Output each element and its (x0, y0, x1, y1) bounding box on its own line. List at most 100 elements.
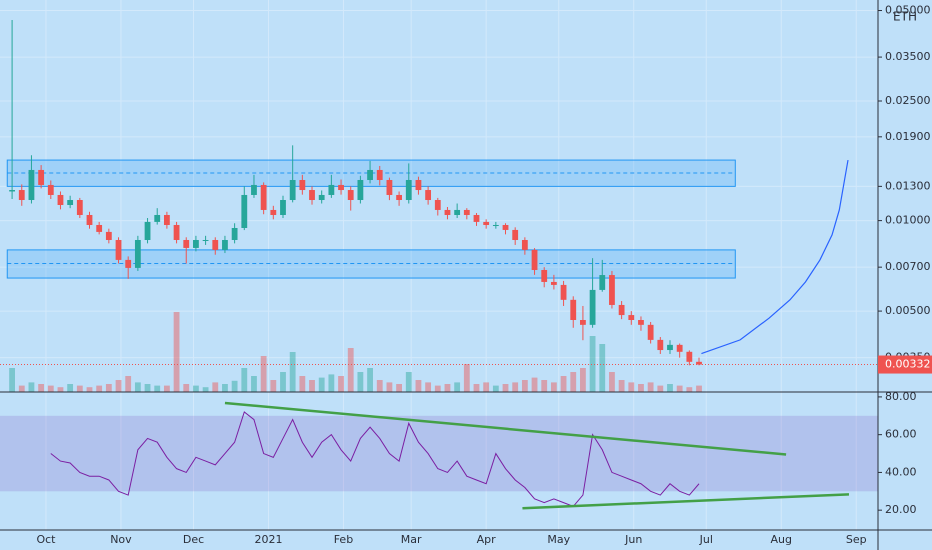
volume-bar (134, 382, 141, 392)
last-price-label: 0.00332 (885, 358, 931, 371)
volume-bar (405, 372, 412, 392)
candle-body (396, 194, 402, 201)
x-tick-label: Jun (624, 533, 642, 546)
rsi-trendline (522, 493, 850, 510)
volume-bar (299, 376, 306, 392)
candle-body (512, 229, 519, 240)
candle-body (618, 304, 625, 316)
volume-bar (686, 387, 693, 392)
volume-bar (318, 377, 325, 392)
volume-bar (251, 376, 257, 392)
volume-bar (105, 384, 112, 392)
candle-body (270, 209, 277, 215)
volume-bar (589, 336, 596, 392)
candle-body (299, 179, 306, 191)
volume-bar (38, 384, 45, 392)
candle-body (483, 221, 490, 225)
rsi-band-layer (0, 415, 878, 492)
candle-body (550, 281, 557, 285)
candle-body (260, 184, 267, 210)
candle-body (28, 169, 35, 201)
candle-body (609, 275, 615, 305)
candle-body (154, 214, 161, 222)
volume-bar (231, 380, 238, 392)
candle-body (676, 344, 683, 352)
x-tick-label: Sep (846, 533, 867, 546)
candle-body (251, 184, 257, 195)
y-tick-label: 0.01900 (885, 130, 931, 143)
volume-bar (667, 384, 673, 392)
candle-body (405, 179, 412, 201)
volume-bar (76, 385, 83, 392)
x-tick-label: Nov (110, 533, 132, 546)
y-tick-label: 0.02500 (885, 94, 931, 107)
volume-bar (444, 384, 451, 392)
volume-bar (163, 385, 170, 392)
y-tick-label: 0.05000 (885, 4, 931, 17)
candle-body (241, 194, 248, 228)
rsi-tick-label: 60.00 (885, 428, 917, 441)
candle-body (667, 344, 673, 351)
candle-body (222, 239, 228, 250)
symbol-label: ETH (893, 10, 917, 24)
volume-bar (67, 384, 74, 392)
y-tick-label: 0.01300 (885, 179, 931, 192)
candle-body (47, 184, 54, 195)
volume-bar (222, 384, 228, 392)
rsi-tick-label: 20.00 (885, 503, 917, 516)
volume-bar (473, 384, 480, 392)
rsi-trendline (224, 401, 787, 456)
volume-bar (9, 368, 15, 392)
candle-body (444, 209, 451, 215)
volume-bar (18, 385, 25, 392)
candle-body (144, 221, 151, 240)
grid (0, 0, 878, 530)
candle-body (492, 224, 499, 226)
rsi-line (50, 411, 700, 507)
candle-body (105, 231, 112, 240)
volume-bar (376, 380, 383, 392)
candle-body (193, 239, 199, 248)
volume-bar (193, 385, 199, 392)
candle-body (599, 275, 606, 290)
candle-body (183, 239, 190, 248)
x-tick-label: Oct (36, 533, 56, 546)
volume-bar (154, 385, 161, 392)
rsi-tick-label: 80.00 (885, 390, 917, 403)
candle-body (686, 351, 693, 362)
last-price-box (878, 355, 932, 374)
x-tick-label: Aug (771, 533, 792, 546)
candle-body (134, 239, 141, 268)
y-tick-label: 0.00700 (885, 260, 931, 273)
volume-bar (454, 382, 461, 392)
candle-body (202, 239, 209, 241)
volume-bar (618, 380, 625, 392)
volume-bar (531, 377, 538, 392)
candle-body (86, 214, 93, 225)
volume-bar (696, 385, 702, 392)
candle-body (38, 169, 45, 185)
volume-bar (338, 376, 344, 392)
candle-body (696, 361, 702, 365)
volume-bar (541, 380, 548, 392)
candle-body (338, 184, 344, 191)
y-tick-label: 0.03500 (885, 50, 931, 63)
candle-body (521, 239, 528, 250)
volume-bar (289, 352, 296, 392)
candle-body (386, 179, 393, 195)
candle-body (415, 179, 422, 191)
volume-bar (202, 387, 209, 392)
volume-bar (309, 380, 315, 392)
volume-bar (599, 344, 606, 392)
candle-body (463, 209, 470, 215)
volume-bar (463, 364, 470, 392)
volume-bar (483, 382, 490, 392)
volume-bar (512, 382, 519, 392)
candle-body (570, 299, 577, 320)
candle-body (67, 200, 74, 206)
projection-curve (701, 159, 849, 355)
candles (9, 20, 702, 366)
candle-body (628, 315, 635, 320)
